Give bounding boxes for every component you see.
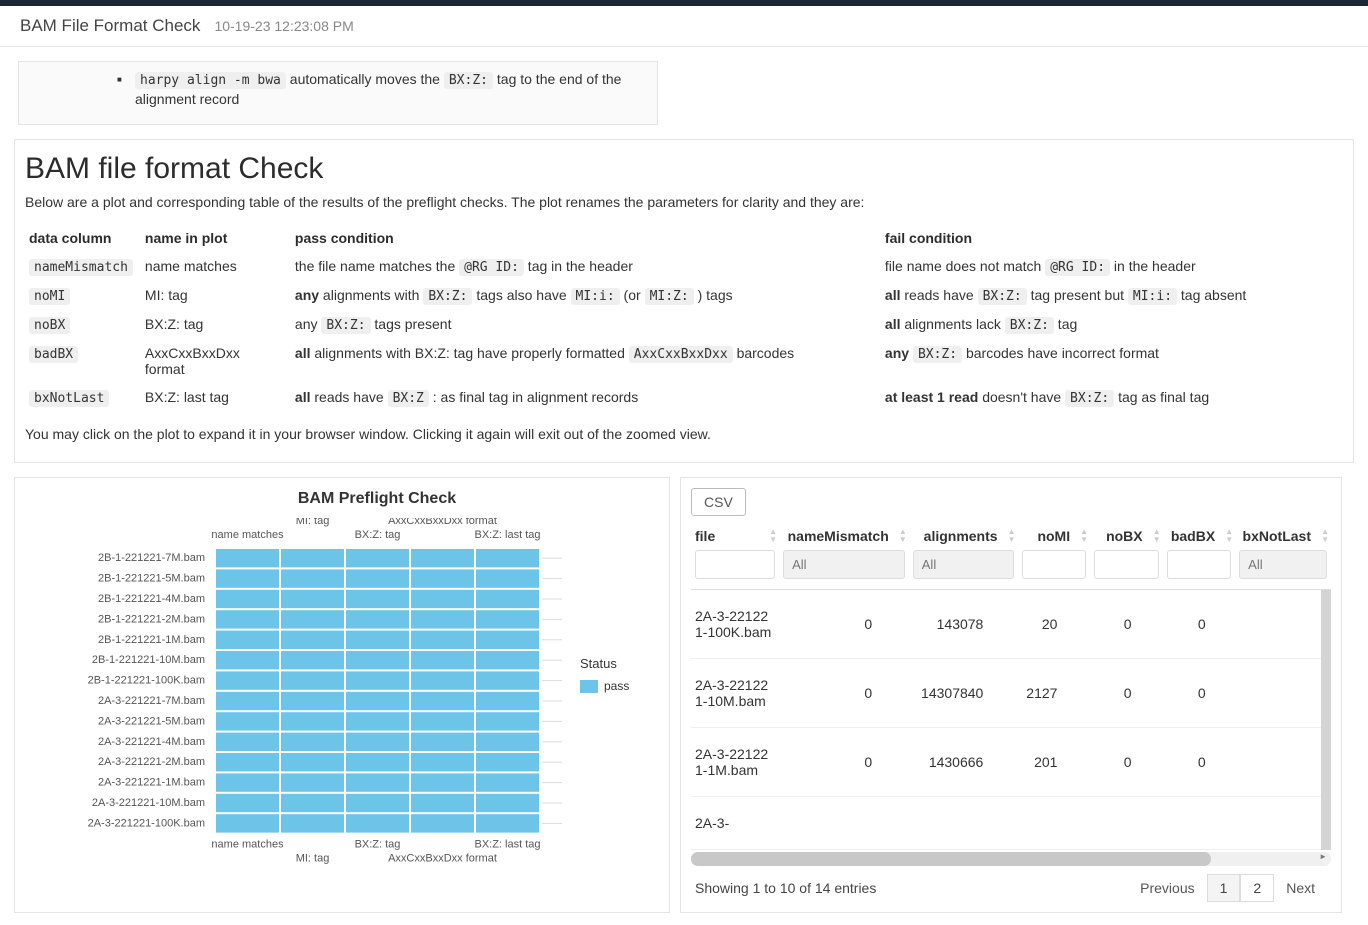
chart-title: BAM Preflight Check	[95, 490, 659, 508]
main-section: BAM file format Check Below are a plot a…	[14, 139, 1354, 463]
svg-text:2B-1-221221-7M.bam: 2B-1-221221-7M.bam	[98, 552, 205, 564]
filter-namemismatch[interactable]	[783, 550, 905, 579]
svg-text:2A-3-221221-100K.bam: 2A-3-221221-100K.bam	[88, 817, 205, 829]
filter-nomi[interactable]	[1022, 550, 1087, 579]
svg-text:BX:Z: tag: BX:Z: tag	[355, 838, 401, 850]
svg-text:name matches: name matches	[211, 529, 284, 541]
condition-row: noMI MI: tag any alignments with BX:Z: t…	[25, 281, 1343, 310]
svg-text:AxxCxxBxxDxx format: AxxCxxBxxDxx format	[388, 852, 497, 864]
table-row: 2A-3-221221-1M.bam 0 1430666 201 0 0	[691, 727, 1321, 796]
th-badbx[interactable]: badBX▲▼	[1163, 528, 1236, 550]
svg-text:2B-1-221221-10M.bam: 2B-1-221221-10M.bam	[92, 654, 205, 666]
pagination: Previous 1 2 Next	[1128, 874, 1327, 902]
prev-page-button[interactable]: Previous	[1128, 875, 1206, 901]
th-bxnotlast[interactable]: bxNotLast▲▼	[1235, 528, 1331, 550]
next-page-button[interactable]: Next	[1274, 875, 1327, 901]
th-file[interactable]: file▲▼	[691, 528, 779, 550]
svg-text:BX:Z: last tag: BX:Z: last tag	[474, 529, 540, 541]
th-nomi[interactable]: noMI▲▼	[1018, 528, 1091, 550]
th-alignments[interactable]: alignments▲▼	[909, 528, 1018, 550]
th-fail-condition: fail condition	[881, 224, 1343, 252]
filter-badbx[interactable]	[1167, 550, 1232, 579]
section-title: BAM file format Check	[25, 152, 1343, 186]
th-name-in-plot: name in plot	[141, 224, 291, 252]
table-row: 2A-3-221221-100K.bam 0 143078 20 0 0	[691, 590, 1321, 659]
table-row: 2A-3-221221-10M.bam 0 14307840 2127 0 0	[691, 658, 1321, 727]
chart-panel[interactable]: BAM Preflight Check name matches MI: tag B…	[14, 477, 670, 913]
scrollbar-thumb[interactable]	[691, 852, 1211, 866]
svg-text:2B-1-221221-2M.bam: 2B-1-221221-2M.bam	[98, 613, 205, 625]
horizontal-scrollbar[interactable]	[691, 852, 1331, 866]
th-pass-condition: pass condition	[291, 224, 881, 252]
svg-text:2A-3-221221-1M.bam: 2A-3-221221-1M.bam	[98, 776, 205, 788]
svg-text:MI: tag: MI: tag	[296, 852, 330, 864]
svg-text:MI: tag: MI: tag	[296, 518, 330, 527]
filter-alignments[interactable]	[913, 550, 1014, 579]
svg-text:2A-3-221221-10M.bam: 2A-3-221221-10M.bam	[92, 797, 205, 809]
filter-nobx[interactable]	[1094, 550, 1159, 579]
table-scroll-area[interactable]: 2A-3-221221-100K.bam 0 143078 20 0 0 2A-…	[691, 590, 1331, 850]
page-2-button[interactable]: 2	[1240, 874, 1274, 902]
condition-row: badBX AxxCxxBxxDxx format all alignments…	[25, 339, 1343, 383]
svg-text:2B-1-221221-1M.bam: 2B-1-221221-1M.bam	[98, 634, 205, 646]
conditions-table: data column name in plot pass condition …	[25, 224, 1343, 412]
page-header: BAM File Format Check 10-19-23 12:23:08 …	[0, 6, 1368, 47]
note-code-cmd: harpy align -m bwa	[135, 72, 286, 89]
condition-row: bxNotLast BX:Z: last tag all reads have …	[25, 383, 1343, 412]
zoom-note: You may click on the plot to expand it i…	[25, 426, 1343, 442]
page-title: BAM File Format Check	[20, 16, 200, 36]
cond-code: nameMismatch	[29, 259, 133, 276]
results-table: file▲▼ nameMismatch▲▼ alignments▲▼ noMI▲…	[691, 528, 1331, 590]
svg-text:2A-3-221221-2M.bam: 2A-3-221221-2M.bam	[98, 756, 205, 768]
th-namemismatch[interactable]: nameMismatch▲▼	[779, 528, 909, 550]
heatmap-chart[interactable]: name matches MI: tag BX:Z: tag AxxCxxBxxDxx…	[25, 518, 661, 888]
svg-text:pass: pass	[604, 679, 629, 693]
svg-text:2B-1-221221-100K.bam: 2B-1-221221-100K.bam	[88, 674, 205, 686]
svg-text:name matches: name matches	[211, 838, 284, 850]
svg-text:BX:Z: tag: BX:Z: tag	[355, 529, 401, 541]
filter-file[interactable]	[695, 550, 775, 579]
svg-text:2B-1-221221-5M.bam: 2B-1-221221-5M.bam	[98, 572, 205, 584]
note-code-tag: BX:Z:	[444, 72, 493, 89]
svg-text:Status: Status	[580, 656, 617, 671]
svg-text:2A-3-221221-7M.bam: 2A-3-221221-7M.bam	[98, 695, 205, 707]
showing-entries: Showing 1 to 10 of 14 entries	[695, 880, 876, 896]
th-data-column: data column	[25, 224, 141, 252]
filter-bxnotlast[interactable]	[1239, 550, 1327, 579]
svg-text:AxxCxxBxxDxx format: AxxCxxBxxDxx format	[388, 518, 497, 527]
svg-text:BX:Z: last tag: BX:Z: last tag	[474, 838, 540, 850]
note-item: harpy align -m bwa automatically moves t…	[135, 70, 641, 110]
table-row: 2A-3-	[691, 796, 1321, 849]
section-description: Below are a plot and corresponding table…	[25, 194, 1343, 210]
svg-text:2B-1-221221-4M.bam: 2B-1-221221-4M.bam	[98, 593, 205, 605]
table-panel: CSV file▲▼ nameMismatch▲▼ alignments▲▼ n…	[680, 477, 1342, 913]
condition-row: nameMismatch name matches the file name …	[25, 252, 1343, 281]
page-1-button[interactable]: 1	[1207, 874, 1241, 902]
th-nobx[interactable]: noBX▲▼	[1090, 528, 1163, 550]
info-note-box: harpy align -m bwa automatically moves t…	[18, 61, 658, 125]
csv-export-button[interactable]: CSV	[691, 488, 746, 516]
page-timestamp: 10-19-23 12:23:08 PM	[214, 18, 353, 34]
svg-text:2A-3-221221-5M.bam: 2A-3-221221-5M.bam	[98, 715, 205, 727]
condition-row: noBX BX:Z: tag any BX:Z: tags present al…	[25, 310, 1343, 339]
svg-text:2A-3-221221-4M.bam: 2A-3-221221-4M.bam	[98, 736, 205, 748]
